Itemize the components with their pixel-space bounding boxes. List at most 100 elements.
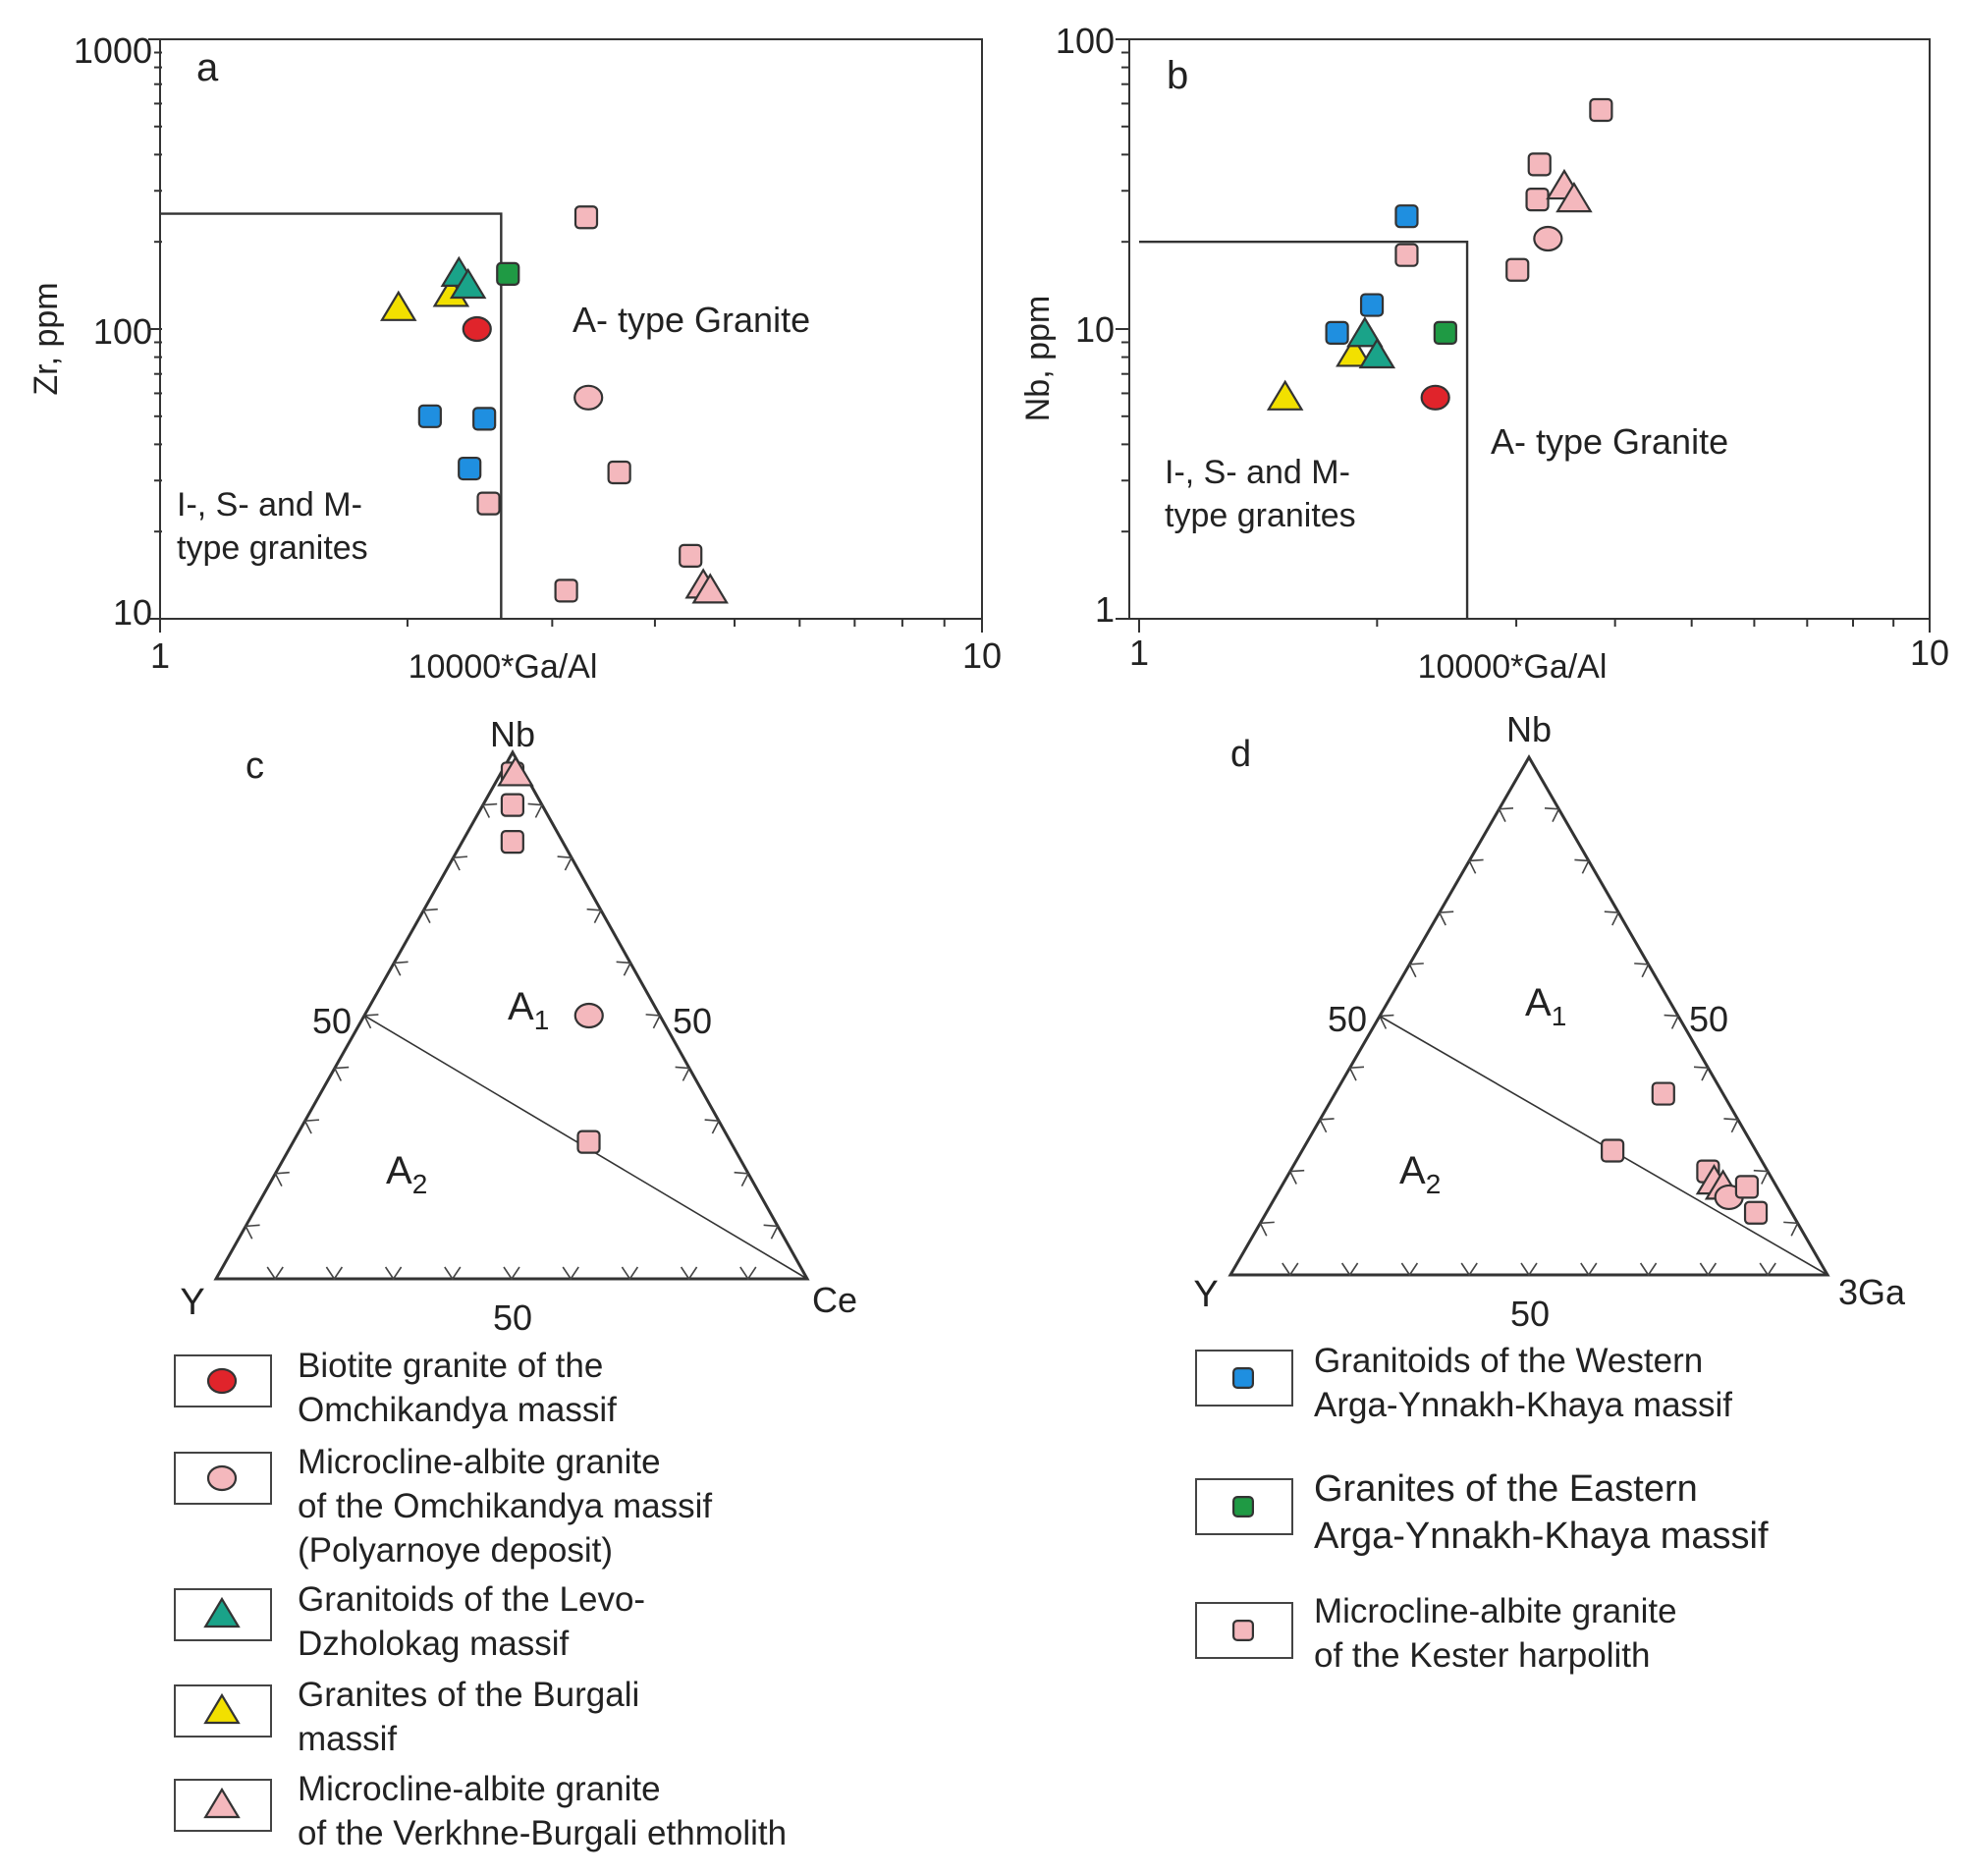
chart-d-edge-tick (1699, 1262, 1718, 1277)
chart-b-point-pink-square (1525, 187, 1550, 212)
chart-a-x-axis-label: 10000*Ga/Al (409, 648, 598, 686)
chart-d-apex-label-nb: Nb (1506, 709, 1552, 749)
chart-d-apex-label-y: Y (1193, 1274, 1218, 1315)
chart-c-edge-tick (562, 1266, 579, 1281)
chart-d-field-label-a2: A2 (1399, 1149, 1441, 1199)
legend-left-item-text-line: Biotite granite of the (298, 1347, 603, 1385)
legend-right-swatch (1195, 1350, 1293, 1407)
chart-d-point-pink-square (1734, 1175, 1760, 1199)
chart-b-ytick-label-1: 1 (1095, 589, 1115, 630)
chart-c-edge-tick (645, 1014, 662, 1029)
chart-b-point-pink-triangle (1555, 181, 1593, 213)
chart-a-panel: a 1000 100 10 1 10 10000*Ga/Al Zr, ppm A… (27, 30, 1002, 686)
chart-d-edge-tick (1574, 858, 1591, 874)
chart-b-xtick-label-1: 1 (1129, 633, 1149, 673)
chart-d-edge-tick (1438, 910, 1454, 926)
chart-c-panel-label: c (246, 745, 264, 787)
chart-a-point-pink-square (476, 491, 501, 516)
legend-left-swatch (174, 1354, 272, 1407)
chart-a-ytick-label-100: 100 (93, 311, 152, 352)
legend-right-item: Granites of the Eastern Arga-Ynnakh-Khay… (1314, 1468, 1769, 1557)
chart-c-point-pink-triangle (497, 755, 534, 787)
chart-d-edge-tick (1693, 1066, 1710, 1081)
chart-d-mid-label-left: 50 (1328, 999, 1367, 1039)
chart-a-field-boundary (160, 212, 503, 619)
legend-left-item-text-line: Granitoids of the Levo- (298, 1580, 645, 1619)
chart-d-edge-tick (1460, 1262, 1478, 1277)
legend-right-item: Microcline-albite granite of the Kester … (1314, 1592, 1677, 1675)
chart-a-point-blue-square (458, 456, 482, 481)
legend-right-swatch-pink-square-icon (1231, 1619, 1254, 1641)
chart-a-y-axis-label: Zr, ppm (27, 282, 65, 395)
chart-d-edge-tick (1580, 1262, 1598, 1277)
legend-right: Granitoids of the Western Arga-Ynnakh-Kh… (1314, 1342, 1769, 1675)
chart-a-point-blue-square (472, 407, 497, 431)
chart-c-mid-label-left: 50 (312, 1001, 352, 1041)
chart-d-edge-tick (1340, 1262, 1359, 1277)
chart-d-apex-label-3ga: 3Ga (1838, 1272, 1906, 1312)
chart-d-mid-label-bottom: 50 (1510, 1294, 1550, 1334)
chart-d-edge-tick (1520, 1262, 1538, 1277)
chart-a-point-blue-square (417, 404, 442, 428)
legend-left-item-text-line: Omchikandya massif (298, 1391, 617, 1429)
chart-c-edge-tick (325, 1266, 344, 1281)
chart-b-point-blue-square (1359, 293, 1385, 317)
legend-left-swatch (174, 1588, 272, 1641)
chart-b-field-label-ism-line1: I-, S- and M- (1165, 454, 1350, 491)
chart-a-point-green-square (496, 261, 520, 286)
chart-b-point-teal-triangle (1358, 337, 1396, 369)
chart-a-field-label-ism-line2: type granites (177, 529, 368, 567)
chart-d-point-pink-square (1601, 1138, 1625, 1163)
chart-b-field-boundary (1139, 240, 1469, 619)
chart-c-edge-tick (392, 961, 409, 976)
chart-c-edge-tick (244, 1224, 260, 1240)
chart-d-edge-tick (1498, 806, 1514, 822)
chart-c-apex-label-nb: Nb (490, 714, 535, 754)
chart-a-marks (148, 38, 983, 633)
chart-d-edge-tick (1753, 1169, 1770, 1185)
chart-d-edge-tick (1259, 1221, 1275, 1237)
chart-a-point-yellow-triangle (380, 290, 417, 321)
chart-d-point-pink-square (1743, 1200, 1769, 1225)
chart-b-panel: b 100 10 1 1 10 10000*Ga/Al Nb, ppm A- t… (1019, 21, 1949, 686)
chart-b-xtick-label-10: 10 (1910, 633, 1949, 673)
chart-d-edge-tick (1723, 1118, 1740, 1133)
chart-c-point-pink-square (576, 1130, 601, 1154)
legend-left-swatch-pink-circle-icon (206, 1464, 238, 1492)
legend-left-item-text-line: Microcline-albite granite (298, 1443, 661, 1481)
chart-a-point-pink-circle (573, 384, 604, 411)
legend-left-swatch-red-circle-icon (206, 1367, 238, 1395)
legend-left-item: Biotite granite of the Omchikandya massi… (298, 1347, 617, 1429)
chart-c-edge-tick (503, 1266, 520, 1281)
legend-left: Biotite granite of the Omchikandya massi… (298, 1347, 787, 1852)
chart-c-edge-tick (557, 855, 573, 871)
chart-b-point-pink-square (1589, 97, 1613, 123)
chart-b-field-label-a-type: A- type Granite (1491, 421, 1728, 462)
legend-left-swatch-yellow-triangle-icon (203, 1692, 241, 1725)
chart-c-edge-tick (266, 1266, 284, 1281)
chart-a-point-pink-square (607, 460, 631, 485)
chart-d-edge-tick (1467, 858, 1484, 874)
chart-a-point-teal-triangle (449, 267, 487, 300)
legend-right-swatch-green-square-icon (1231, 1495, 1254, 1517)
chart-b-point-teal-triangle (1346, 316, 1384, 348)
legend-left-item-text-line: Granites of the Burgali (298, 1676, 639, 1714)
chart-b-point-yellow-triangle (1336, 336, 1373, 367)
chart-a-panel-label: a (196, 46, 219, 89)
chart-d-point-pink-square (1651, 1081, 1675, 1106)
chart-b-point-red-circle (1420, 384, 1450, 411)
chart-c-edge-tick (704, 1119, 721, 1134)
chart-b-point-pink-square (1394, 243, 1419, 267)
chart-b-ytick-label-100: 100 (1056, 21, 1115, 61)
chart-c-edge-tick (481, 802, 498, 818)
chart-c-edge-tick (444, 1266, 462, 1281)
chart-c-field-label-a1: A1 (508, 985, 549, 1035)
chart-c-edge-tick (384, 1266, 403, 1281)
chart-marks-layer (148, 38, 1931, 1832)
legend-left-item-text-line: of the Omchikandya massif (298, 1487, 712, 1525)
legend-right-swatch (1195, 1478, 1293, 1535)
chart-a-xtick-label-1: 1 (150, 635, 170, 676)
legend-left-item-text-line: (Polyarnoye deposit) (298, 1531, 613, 1570)
chart-d-edge-tick (1634, 963, 1650, 978)
